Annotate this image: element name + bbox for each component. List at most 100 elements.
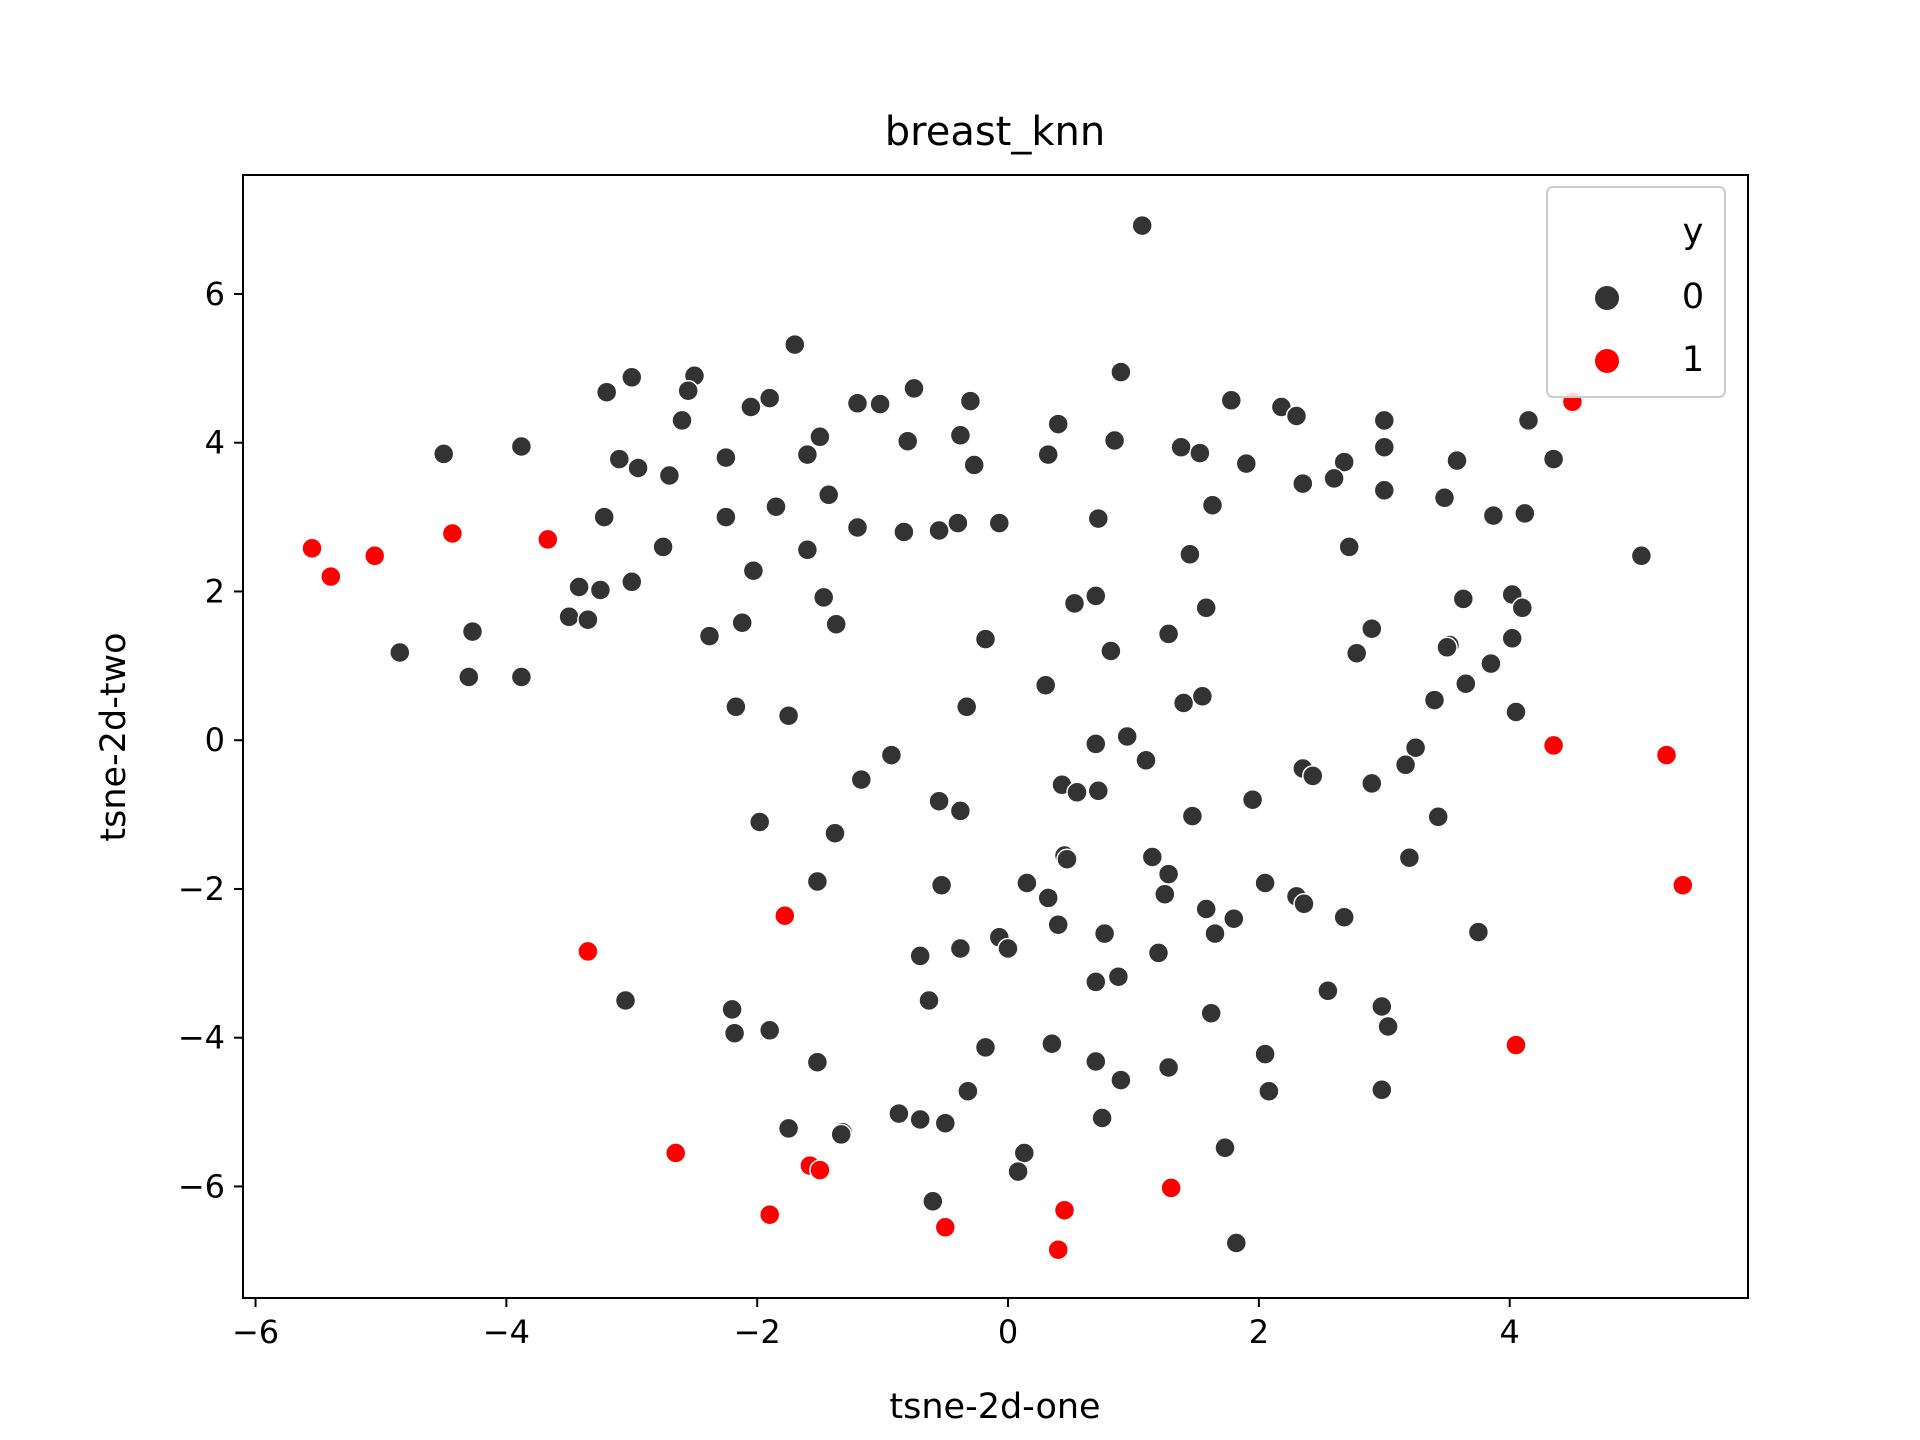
data-point-class-0	[1066, 781, 1088, 804]
data-point-class-0	[1482, 504, 1505, 527]
data-point-class-0	[1517, 409, 1540, 432]
data-point-class-0	[1377, 1015, 1399, 1038]
data-point-class-1	[320, 565, 342, 588]
data-point-class-0	[1147, 942, 1170, 964]
data-point-class-0	[1103, 429, 1126, 452]
data-point-class-0	[1141, 846, 1164, 868]
legend-marker-0	[1593, 284, 1621, 312]
data-point-class-0	[1220, 389, 1243, 412]
data-point-class-0	[1037, 443, 1059, 466]
data-point-class-1	[1505, 1034, 1527, 1056]
data-point-class-0	[621, 571, 643, 593]
data-point-class-0	[1063, 592, 1086, 615]
data-point-class-0	[1172, 692, 1195, 714]
data-point-class-0	[1323, 467, 1345, 490]
data-point-class-0	[1467, 921, 1490, 943]
x-axis-label: tsne-2d-one	[889, 1387, 1100, 1427]
data-point-class-0	[949, 800, 972, 822]
data-point-class-0	[1258, 1080, 1280, 1102]
data-point-class-0	[1241, 788, 1264, 811]
data-point-class-0	[1195, 597, 1217, 619]
data-point-class-0	[1345, 642, 1368, 664]
data-point-class-0	[432, 443, 455, 465]
data-point-class-0	[593, 506, 615, 528]
data-point-class-0	[721, 998, 743, 1021]
y-tick-label: 6	[205, 275, 225, 313]
data-point-class-0	[1047, 413, 1069, 435]
data-point-class-1	[441, 522, 464, 545]
data-point-class-0	[510, 666, 533, 688]
data-point-class-0	[903, 377, 925, 400]
data-point-class-0	[949, 424, 972, 447]
data-point-class-0	[909, 1108, 931, 1131]
data-point-class-0	[1201, 494, 1224, 516]
data-point-class-0	[510, 435, 533, 458]
data-point-class-0	[1293, 893, 1315, 915]
data-point-class-0	[1302, 765, 1324, 787]
data-point-class-1	[664, 1142, 687, 1164]
data-point-class-0	[922, 1190, 944, 1213]
data-point-class-0	[1085, 971, 1107, 993]
data-point-class-0	[806, 870, 829, 893]
data-point-class-0	[1037, 887, 1059, 909]
data-point-class-0	[846, 392, 869, 415]
data-point-class-1	[1542, 734, 1565, 757]
data-point-class-0	[1200, 1002, 1222, 1024]
data-point-class-0	[740, 396, 762, 418]
legend-marker-1	[1593, 347, 1621, 375]
legend-label-0: 0	[1682, 277, 1704, 317]
data-point-class-0	[1452, 588, 1475, 610]
data-point-class-0	[1157, 863, 1180, 885]
data-point-class-0	[824, 822, 846, 844]
data-point-class-0	[1436, 636, 1458, 659]
data-point-class-0	[461, 620, 484, 643]
data-point-class-0	[1285, 405, 1308, 427]
data-point-class-1	[934, 1216, 957, 1239]
data-point-class-0	[389, 641, 411, 664]
data-point-class-1	[809, 1159, 831, 1181]
data-point-class-0	[577, 608, 599, 631]
data-point-class-0	[1041, 1032, 1063, 1055]
y-tick-label: −6	[178, 1167, 225, 1205]
data-point-class-0	[1630, 545, 1653, 567]
data-point-class-1	[1160, 1177, 1182, 1199]
data-point-class-0	[1225, 1232, 1248, 1254]
data-point-class-0	[928, 519, 950, 542]
data-point-class-0	[1034, 674, 1057, 696]
data-point-class-0	[1204, 922, 1226, 945]
data-point-class-0	[974, 628, 997, 650]
data-point-class-0	[1371, 995, 1393, 1018]
data-point-class-0	[1292, 472, 1314, 495]
y-axis-label: tsne-2d-two	[94, 632, 134, 841]
data-point-class-0	[1338, 536, 1360, 558]
data-point-class-0	[830, 1123, 852, 1146]
data-point-class-0	[731, 611, 753, 634]
data-point-class-0	[621, 366, 643, 389]
data-point-class-0	[1110, 1069, 1132, 1091]
data-point-class-0	[1016, 872, 1038, 894]
data-point-class-0	[595, 381, 618, 403]
data-point-class-1	[1053, 1199, 1076, 1221]
data-point-class-1	[537, 528, 559, 551]
data-point-class-0	[784, 333, 806, 356]
data-point-class-0	[812, 586, 835, 609]
data-point-class-0	[677, 379, 699, 402]
data-point-class-0	[796, 539, 819, 561]
data-point-class-0	[1085, 1050, 1107, 1073]
data-point-class-0	[765, 495, 787, 518]
data-point-class-0	[1223, 907, 1245, 930]
plot-frame	[242, 174, 1749, 1299]
data-point-class-0	[1154, 883, 1176, 905]
data-point-class-0	[1446, 449, 1468, 472]
data-point-class-0	[1333, 906, 1355, 928]
data-point-class-0	[748, 811, 771, 833]
data-point-class-0	[758, 387, 781, 409]
data-point-class-0	[1214, 1137, 1236, 1159]
data-point-class-0	[1254, 872, 1276, 894]
data-point-class-0	[1480, 652, 1502, 675]
data-point-class-0	[1317, 980, 1339, 1002]
data-point-class-0	[1455, 672, 1477, 695]
data-point-class-0	[1085, 733, 1107, 755]
x-tick-label: −6	[232, 1313, 279, 1351]
data-point-class-0	[1542, 448, 1565, 470]
